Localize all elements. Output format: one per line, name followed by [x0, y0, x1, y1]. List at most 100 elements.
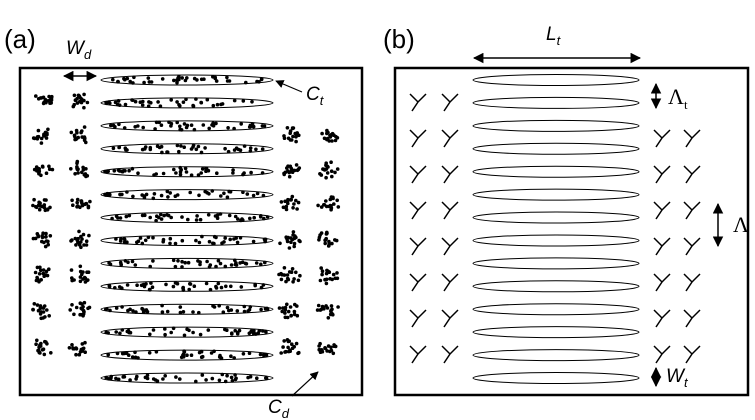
dot: [44, 232, 48, 236]
dot: [193, 77, 197, 81]
dot: [114, 237, 118, 241]
dot: [37, 309, 41, 313]
dot: [207, 328, 211, 332]
dot: [264, 376, 268, 380]
annotation-text: L: [546, 24, 557, 45]
dot: [283, 266, 287, 270]
dot: [131, 167, 135, 171]
y-shape: [654, 310, 670, 327]
dot: [105, 307, 109, 311]
dot: [121, 375, 125, 379]
dot: [160, 194, 164, 198]
dot: [179, 168, 183, 172]
y-shape: [654, 238, 670, 255]
dot: [187, 288, 191, 292]
panel-b-content: [410, 75, 700, 384]
dot: [317, 238, 321, 242]
dot: [291, 127, 295, 131]
dot: [256, 192, 260, 196]
dot: [336, 305, 340, 309]
dot: [172, 327, 176, 331]
dot: [259, 308, 263, 312]
dot: [76, 198, 80, 202]
dot: [136, 171, 140, 175]
dot: [40, 141, 44, 145]
dot: [111, 78, 115, 82]
dot: [228, 238, 232, 242]
dot: [74, 137, 78, 141]
dot: [322, 168, 326, 172]
dot: [32, 198, 36, 202]
dot: [124, 259, 128, 263]
dot: [229, 285, 233, 289]
dot: [259, 263, 263, 267]
dot: [70, 343, 74, 347]
dot: [154, 172, 158, 176]
dot: [72, 313, 76, 317]
dot: [278, 242, 282, 246]
dot: [248, 351, 252, 355]
dot: [203, 146, 207, 150]
ellipse: [473, 212, 639, 223]
dot: [320, 273, 324, 277]
dot: [320, 132, 324, 136]
dot: [336, 136, 340, 140]
dot: [249, 146, 253, 150]
dot: [199, 218, 203, 222]
dot: [190, 147, 194, 151]
dot: [216, 103, 220, 107]
y-shape: [442, 202, 458, 219]
dot: [239, 236, 243, 240]
dot: [37, 280, 41, 284]
dot: [83, 136, 87, 140]
dot: [120, 305, 124, 309]
dot: [229, 190, 233, 194]
dot: [84, 277, 88, 281]
dot: [282, 173, 286, 177]
dot: [133, 351, 137, 355]
dot: [323, 239, 327, 243]
dot: [68, 308, 72, 312]
dot: [120, 287, 124, 291]
dot: [316, 204, 320, 208]
dot: [160, 123, 164, 127]
dot: [289, 305, 293, 309]
panel-a-content: [31, 75, 340, 383]
dot: [208, 240, 212, 244]
dot: [193, 128, 197, 132]
dot: [231, 379, 235, 383]
dot: [327, 344, 331, 348]
dot: [188, 282, 192, 286]
dot: [198, 241, 202, 245]
dot: [219, 262, 223, 266]
dot: [319, 266, 323, 270]
dot: [87, 206, 91, 210]
dot: [43, 134, 47, 138]
dot: [211, 377, 215, 381]
annotation-sub: t: [684, 375, 689, 390]
dot: [174, 171, 178, 175]
dot: [180, 128, 184, 132]
dot: [330, 195, 334, 199]
dot: [83, 350, 87, 354]
ellipse: [473, 373, 639, 384]
dot: [119, 237, 123, 241]
dot: [263, 261, 267, 265]
dot: [260, 286, 264, 290]
dot: [175, 100, 179, 104]
dot: [82, 243, 86, 247]
dot: [293, 310, 297, 314]
dot: [221, 373, 225, 377]
dot: [190, 173, 194, 177]
dot: [225, 374, 229, 378]
dot: [328, 277, 332, 281]
dot: [213, 305, 217, 309]
dot: [181, 239, 185, 243]
dot: [49, 234, 53, 238]
dot: [230, 332, 234, 336]
dot: [209, 263, 213, 267]
y-shape: [684, 202, 700, 219]
dot: [325, 278, 329, 282]
dot: [329, 160, 333, 164]
dot: [230, 376, 234, 380]
